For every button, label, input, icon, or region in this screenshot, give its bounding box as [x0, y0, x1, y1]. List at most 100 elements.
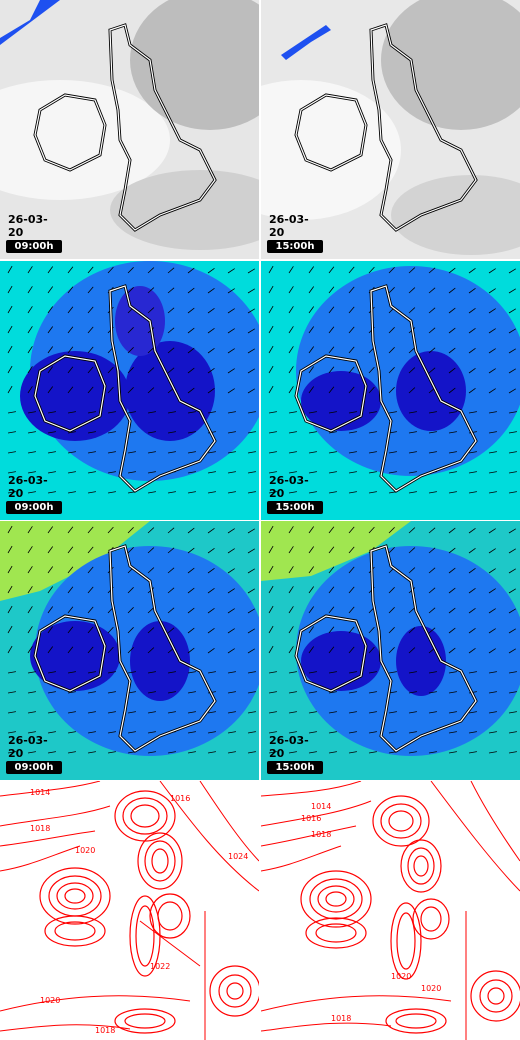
wind-arrow	[127, 387, 134, 394]
map-time: 15:00h	[267, 501, 323, 514]
wind-arrow	[368, 626, 375, 634]
wind-arrow	[167, 491, 176, 494]
cloud-map-svg	[261, 0, 520, 259]
wind-arrow	[187, 547, 195, 554]
wind-arrow	[368, 411, 377, 414]
wind-arrow	[448, 607, 456, 614]
wind-arrow	[408, 347, 416, 354]
wind-arrow	[247, 268, 256, 274]
wind-arrow	[67, 411, 76, 414]
wind-arrow	[27, 691, 36, 694]
wind-arrow	[508, 288, 517, 294]
wind-arrow	[288, 346, 294, 354]
wind-arrow	[147, 607, 155, 614]
wind-arrow	[227, 268, 235, 274]
wind-arrow	[448, 547, 456, 554]
wind-arrow	[268, 751, 277, 754]
wind-arrow	[408, 527, 416, 534]
wind-arrow	[508, 431, 517, 434]
wind-arrow	[227, 588, 235, 594]
wind-arrow	[328, 711, 337, 714]
wind-arrow	[247, 388, 256, 394]
wind-arrow	[67, 326, 74, 334]
wind-arrow	[408, 387, 416, 394]
wind-arrow	[207, 347, 215, 354]
wind-arrow	[27, 751, 36, 754]
wind-arrow	[47, 411, 56, 414]
wind-arrow	[67, 266, 74, 274]
wind-arrow	[147, 647, 155, 654]
wind-arrow	[87, 431, 96, 434]
weather-front	[0, 0, 60, 45]
wind-arrow	[368, 646, 375, 654]
gust-map-0900: 26-03-20 09:00h	[0, 521, 259, 780]
cloud-map-svg	[0, 0, 259, 259]
wind-arrow	[448, 627, 456, 634]
wind-arrow	[328, 451, 337, 454]
wind-arrow	[247, 568, 256, 574]
wind-arrow	[448, 307, 456, 314]
wind-arrow	[87, 491, 96, 494]
wind-arrow	[328, 386, 335, 394]
wind-arrow	[268, 451, 277, 454]
wind-arrow	[87, 451, 96, 454]
wind-arrow	[468, 527, 476, 534]
wind-arrow	[268, 491, 277, 494]
wind-arrow	[47, 731, 56, 734]
wind-arrow	[268, 605, 274, 614]
wind-arrow	[288, 606, 294, 614]
wind-arrow	[428, 607, 436, 614]
wind-arrow	[328, 646, 335, 654]
wind-arrow	[288, 386, 294, 394]
wind-arrow	[308, 431, 317, 434]
wind-arrow	[388, 387, 395, 394]
wind-arrow	[27, 711, 36, 714]
wind-arrow	[368, 711, 377, 714]
wind-arrow	[488, 288, 496, 294]
wind-arrow	[67, 431, 76, 434]
wind-arrow	[388, 527, 395, 534]
wind-arrow	[207, 731, 216, 734]
wind-arrow	[428, 547, 436, 554]
wind-arrow	[508, 691, 517, 694]
wind-arrow	[47, 546, 54, 554]
wind-arrow	[47, 566, 54, 574]
wind-arrow	[207, 267, 215, 274]
wind-arrow	[87, 326, 94, 334]
wind-arrow	[107, 431, 116, 434]
wind-arrow	[167, 367, 175, 374]
wind-arrow	[147, 451, 156, 454]
wind-arrow	[428, 627, 436, 634]
wind-arrow	[27, 586, 33, 594]
wind-arrow	[187, 647, 195, 654]
wind-arrow	[328, 366, 335, 374]
wind-arrow	[348, 366, 355, 374]
wind-arrow	[288, 626, 294, 634]
wind-arrow	[187, 347, 195, 354]
wind-arrow	[27, 526, 33, 534]
wind-arrow	[468, 367, 476, 374]
wind-arrow	[308, 386, 315, 394]
wind-arrow	[207, 711, 216, 714]
wind-arrow	[147, 567, 155, 574]
wind-arrow	[27, 566, 33, 574]
map-time: 09:00h	[6, 240, 62, 253]
wind-arrow	[268, 525, 274, 534]
wind-arrow	[268, 691, 277, 694]
wind-arrow	[47, 711, 56, 714]
wind-arrow	[67, 386, 74, 394]
wind-arrow	[448, 287, 456, 294]
wind-arrow	[7, 345, 13, 354]
wind-arrow	[67, 626, 74, 634]
wind-arrow	[227, 751, 236, 754]
wind-arrow	[448, 451, 457, 454]
wind-arrow	[408, 307, 416, 314]
wind-arrow	[167, 527, 175, 534]
wind-arrow	[107, 711, 116, 714]
wind-arrow	[428, 347, 436, 354]
wind-arrows	[7, 265, 256, 494]
wind-arrow	[227, 548, 235, 554]
wind-arrow	[348, 431, 357, 434]
wind-arrow	[368, 431, 377, 434]
wind-arrow	[428, 367, 436, 374]
